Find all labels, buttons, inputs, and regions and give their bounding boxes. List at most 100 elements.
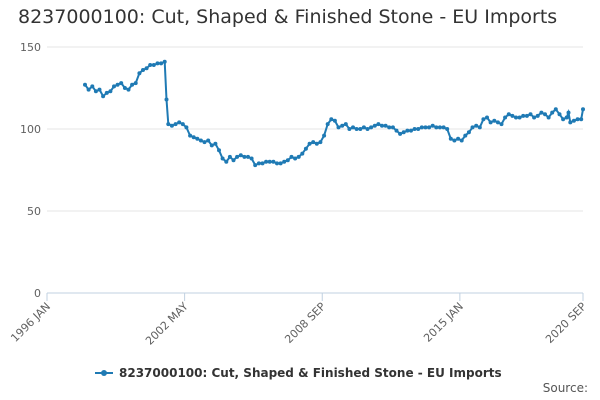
- data-point-8[interactable]: [112, 84, 116, 89]
- data-point-44[interactable]: [238, 153, 243, 158]
- data-point-31[interactable]: [191, 135, 196, 140]
- data-point-42[interactable]: [231, 158, 236, 163]
- data-point-114[interactable]: [492, 118, 497, 123]
- data-point-75[interactable]: [351, 125, 355, 130]
- data-point-13[interactable]: [130, 82, 135, 87]
- data-point-33[interactable]: [198, 138, 203, 143]
- data-point-96[interactable]: [427, 125, 432, 130]
- data-point-115[interactable]: [495, 120, 500, 125]
- data-point-91[interactable]: [409, 128, 413, 133]
- data-point-55[interactable]: [278, 161, 283, 166]
- data-point-65[interactable]: [314, 141, 319, 146]
- data-point-111[interactable]: [481, 117, 486, 122]
- data-point-126[interactable]: [535, 113, 540, 118]
- data-point-20[interactable]: [155, 61, 160, 66]
- data-point-19[interactable]: [151, 63, 156, 67]
- data-point-105[interactable]: [459, 138, 464, 143]
- data-point-25[interactable]: [169, 123, 174, 128]
- data-point-32[interactable]: [195, 136, 200, 141]
- legend[interactable]: 8237000100: Cut, Shaped & Finished Stone…: [95, 366, 502, 380]
- data-point-16[interactable]: [141, 68, 145, 72]
- data-point-47[interactable]: [249, 156, 254, 161]
- data-point-113[interactable]: [488, 120, 493, 125]
- data-point-53[interactable]: [271, 159, 276, 164]
- data-point-60[interactable]: [296, 154, 301, 159]
- data-point-137[interactable]: [571, 118, 576, 123]
- data-point-14[interactable]: [133, 81, 138, 86]
- data-point-68[interactable]: [325, 122, 330, 127]
- data-point-109[interactable]: [474, 123, 479, 128]
- data-point-49[interactable]: [256, 161, 261, 166]
- data-point-92[interactable]: [412, 127, 417, 131]
- data-point-3[interactable]: [93, 89, 98, 94]
- data-point-76[interactable]: [354, 127, 359, 131]
- data-point-121[interactable]: [517, 115, 522, 120]
- data-point-138[interactable]: [575, 117, 580, 122]
- data-point-29[interactable]: [184, 125, 189, 130]
- data-point-103[interactable]: [452, 138, 457, 143]
- data-point-117[interactable]: [503, 115, 508, 120]
- data-point-101[interactable]: [445, 127, 450, 131]
- data-point-9[interactable]: [115, 82, 120, 87]
- data-point-10[interactable]: [119, 81, 124, 86]
- data-point-52[interactable]: [267, 159, 272, 164]
- data-point-27[interactable]: [177, 120, 182, 125]
- data-point-88[interactable]: [398, 131, 403, 136]
- data-point-78[interactable]: [361, 125, 366, 130]
- data-point-134[interactable]: [564, 115, 569, 120]
- data-point-57[interactable]: [285, 158, 290, 163]
- data-point-140[interactable]: [581, 107, 585, 112]
- data-point-123[interactable]: [524, 113, 529, 118]
- data-point-99[interactable]: [437, 125, 442, 130]
- data-point-62[interactable]: [303, 146, 308, 151]
- data-point-12[interactable]: [126, 87, 131, 92]
- data-point-85[interactable]: [387, 125, 392, 130]
- data-point-23[interactable]: [164, 97, 169, 102]
- data-point-4[interactable]: [97, 87, 102, 92]
- data-point-90[interactable]: [405, 128, 410, 133]
- data-point-26[interactable]: [173, 122, 178, 127]
- source-credit[interactable]: Source:: [542, 381, 588, 395]
- data-point-87[interactable]: [394, 128, 399, 133]
- data-point-72[interactable]: [340, 123, 345, 128]
- data-point-108[interactable]: [470, 125, 475, 130]
- data-point-82[interactable]: [376, 122, 381, 127]
- data-point-125[interactable]: [532, 115, 537, 120]
- data-point-94[interactable]: [419, 125, 424, 130]
- data-point-37[interactable]: [213, 141, 218, 146]
- data-point-119[interactable]: [510, 113, 515, 118]
- data-point-112[interactable]: [485, 115, 489, 120]
- data-point-77[interactable]: [358, 127, 363, 131]
- data-point-43[interactable]: [235, 154, 240, 159]
- data-point-59[interactable]: [293, 156, 298, 161]
- data-point-135[interactable]: [566, 110, 571, 115]
- data-point-58[interactable]: [289, 154, 294, 159]
- data-point-0[interactable]: [83, 82, 87, 87]
- data-point-18[interactable]: [148, 63, 153, 67]
- data-point-28[interactable]: [180, 122, 185, 127]
- data-point-133[interactable]: [561, 117, 566, 122]
- data-point-74[interactable]: [347, 127, 352, 131]
- data-point-63[interactable]: [307, 141, 312, 146]
- data-point-45[interactable]: [242, 154, 247, 159]
- data-point-86[interactable]: [390, 125, 395, 130]
- data-point-104[interactable]: [456, 136, 461, 141]
- data-point-46[interactable]: [246, 154, 250, 159]
- data-point-102[interactable]: [448, 136, 453, 141]
- data-point-132[interactable]: [557, 112, 562, 117]
- data-point-7[interactable]: [108, 89, 113, 94]
- data-point-30[interactable]: [188, 133, 193, 138]
- data-point-89[interactable]: [401, 130, 406, 135]
- data-point-51[interactable]: [264, 159, 269, 164]
- data-point-131[interactable]: [553, 107, 558, 112]
- data-point-120[interactable]: [514, 115, 518, 120]
- data-point-50[interactable]: [260, 161, 265, 166]
- data-point-98[interactable]: [434, 125, 439, 130]
- data-point-130[interactable]: [550, 110, 555, 115]
- data-point-136[interactable]: [568, 120, 573, 125]
- data-point-40[interactable]: [224, 159, 229, 164]
- data-point-110[interactable]: [477, 125, 482, 130]
- data-point-139[interactable]: [579, 117, 584, 122]
- data-point-129[interactable]: [546, 115, 551, 120]
- data-point-5[interactable]: [101, 94, 106, 99]
